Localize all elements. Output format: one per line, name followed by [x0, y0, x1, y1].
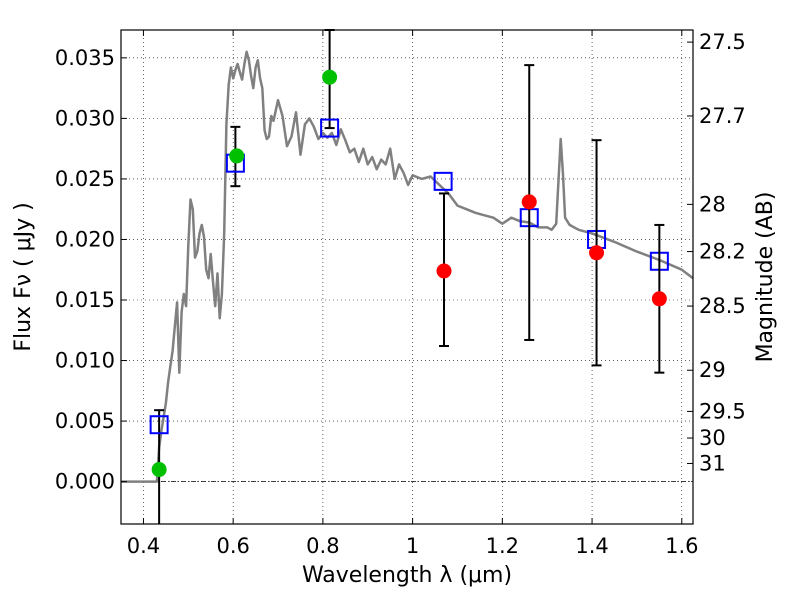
- x-tick-label: 1: [406, 534, 419, 558]
- x-tick-label: 0.6: [216, 534, 249, 558]
- x-axis-label: Wavelength λ (μm): [302, 563, 512, 588]
- y-axis-label: Flux Fν ( μJy ): [11, 202, 36, 351]
- y-tick-label: 0.025: [55, 167, 115, 191]
- right-tick-label: 29: [699, 358, 726, 382]
- grid: [121, 30, 693, 524]
- series-layer: [121, 29, 694, 524]
- y-tick-label: 0.005: [55, 409, 115, 433]
- right-axis-label: Magnitude (AB): [753, 192, 778, 363]
- observed-flux-point-green: [322, 69, 338, 85]
- y-tick-label: 0.000: [55, 470, 115, 494]
- y-tick-label: 0.020: [55, 227, 115, 251]
- model-spectrum-line: [121, 50, 694, 483]
- observed-flux-point-red: [436, 263, 452, 279]
- observed-flux-point-green: [151, 462, 167, 478]
- right-tick-label: 28: [699, 192, 726, 216]
- ticks: 0.4 0.6 0.8 1 1.2 1.4 1.6 0.000 0.005 0.010 0.015 0…: [55, 30, 746, 558]
- right-tick-label: 27.5: [699, 30, 746, 54]
- model-flux-square: [149, 415, 169, 435]
- right-tick-label: 31: [699, 451, 726, 475]
- y-tick-label: 0.035: [55, 46, 115, 70]
- right-tick-label: 30: [699, 426, 726, 450]
- right-tick-label: 27.7: [699, 104, 746, 128]
- observed-flux-point-red: [521, 194, 537, 210]
- right-tick-label: 28.5: [699, 294, 746, 318]
- y-tick-label: 0.015: [55, 288, 115, 312]
- x-tick-label: 1.4: [575, 534, 608, 558]
- right-tick-label: 29.5: [699, 399, 746, 423]
- model-flux-square: [320, 118, 340, 138]
- x-tick-label: 0.8: [306, 534, 339, 558]
- x-tick-label: 1.6: [665, 534, 698, 558]
- y-tick-label: 0.030: [55, 106, 115, 130]
- x-tick-label: 0.4: [127, 534, 160, 558]
- model-flux-square: [433, 171, 453, 191]
- x-tick-label: 1.2: [486, 534, 519, 558]
- observed-flux-point-red: [589, 245, 605, 261]
- observed-flux-point-green: [229, 148, 245, 164]
- observed-flux-point-red: [651, 291, 667, 307]
- y-tick-label: 0.010: [55, 349, 115, 373]
- plot-frame: [120, 29, 694, 525]
- right-tick-label: 28.2: [699, 240, 746, 264]
